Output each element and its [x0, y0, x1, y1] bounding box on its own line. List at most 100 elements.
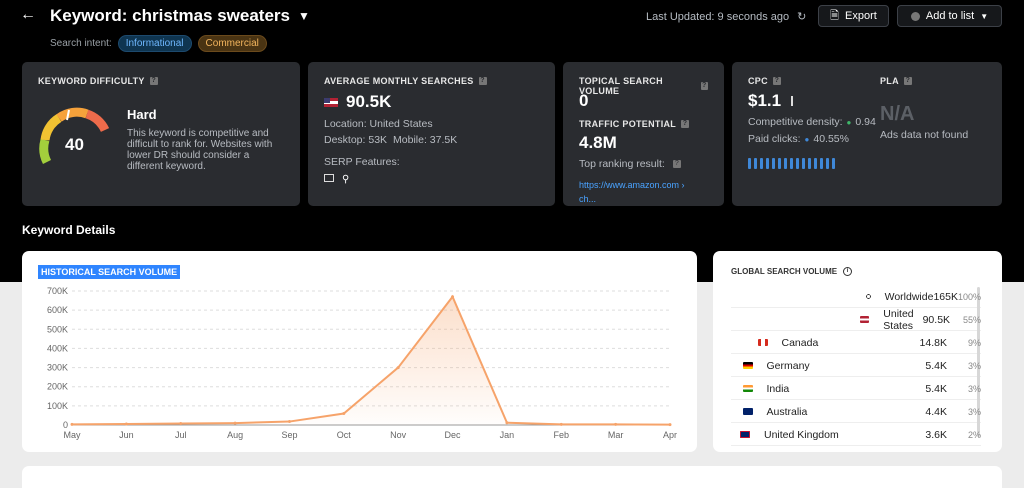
data-point[interactable] [287, 420, 291, 424]
info-icon[interactable]: i [843, 267, 853, 276]
global-row[interactable]: Australia 4.4K 3% [731, 401, 981, 423]
data-point[interactable] [342, 412, 346, 416]
tsv-value: 0 [579, 91, 589, 110]
last-updated-text: Last Updated: 9 seconds ago [646, 10, 790, 23]
kd-gauge [39, 107, 110, 165]
refresh-icon[interactable]: ↻ [797, 11, 807, 23]
blue-dot-icon: ● [804, 134, 810, 144]
country-name: United Kingdom [764, 428, 839, 441]
x-tick-label: Dec [445, 430, 462, 440]
uk-flag-icon [740, 431, 750, 438]
country-percent: 2% [967, 429, 981, 440]
historical-chart: 0 100K 200K 300K 400K 500K 600K 700K May Jun Jul Au… [47, 286, 677, 440]
export-button[interactable]: 🗎 Export [818, 5, 889, 27]
country-percent: 3% [967, 383, 981, 394]
help-icon[interactable]: ? [681, 120, 690, 128]
help-icon[interactable]: ? [478, 77, 487, 85]
data-point[interactable] [451, 295, 455, 299]
data-point[interactable] [124, 422, 128, 426]
data-point[interactable] [70, 422, 74, 426]
help-icon[interactable]: ? [149, 77, 158, 85]
global-row[interactable]: United Kingdom 3.6K 2% [731, 424, 981, 446]
global-search-volume-panel: GLOBAL SEARCH VOLUME i Worldwide 165K 10… [713, 251, 1002, 452]
topical-search-volume-card: TOPICAL SEARCH VOLUME ? 0 TRAFFIC POTENT… [563, 62, 724, 206]
data-point[interactable] [505, 421, 509, 425]
country-volume: 5.4K [925, 382, 947, 395]
country-volume: 3.6K [925, 428, 947, 441]
global-row[interactable]: India 5.4K 3% [731, 378, 981, 400]
country-percent: 100% [957, 291, 981, 302]
country-percent: 3% [967, 360, 981, 371]
x-tick-label: Sep [281, 430, 297, 440]
data-point[interactable] [396, 366, 400, 370]
global-title-text: GLOBAL SEARCH VOLUME [731, 267, 838, 276]
data-point[interactable] [179, 421, 183, 425]
plus-circle-icon [910, 11, 920, 21]
bottom-panel [22, 466, 1002, 488]
pla-title-text: PLA [880, 76, 899, 86]
cpc-value: $1.1 [748, 91, 782, 110]
ams-title-text: AVERAGE MONTHLY SEARCHES [324, 76, 474, 86]
historical-title: HISTORICAL SEARCH VOLUME [38, 265, 181, 279]
y-tick-label: 200K [47, 382, 68, 392]
data-point[interactable] [233, 421, 237, 425]
germany-flag-icon [742, 362, 753, 369]
search-icon[interactable]: ⚲ [342, 174, 350, 185]
image-icon[interactable] [324, 174, 334, 182]
help-icon[interactable]: ? [772, 77, 781, 85]
export-icon: 🗎 [830, 9, 840, 22]
paid-clicks-row: Paid clicks: ● 40.55% [748, 133, 849, 145]
india-flag-icon [742, 385, 753, 392]
data-point[interactable] [614, 422, 618, 426]
country-percent: 55% [962, 314, 981, 325]
ams-mobile: Mobile: 37.5K [393, 134, 458, 146]
traffic-title-text: TRAFFIC POTENTIAL [579, 119, 677, 129]
traffic-potential-title: TRAFFIC POTENTIAL ? [579, 119, 690, 129]
cpc-value-row: $1.1 [748, 91, 794, 111]
keyword-title[interactable]: Keyword: christmas sweaters ▼ [50, 6, 310, 26]
data-point[interactable] [559, 422, 563, 426]
top-ranking-link[interactable]: https://www.amazon.com › ch... [579, 180, 685, 204]
country-name: Worldwide [884, 290, 934, 303]
keyword-title-text: Keyword: christmas sweaters [50, 6, 290, 25]
country-name: India [766, 382, 790, 395]
globe-icon [865, 292, 871, 301]
global-title: GLOBAL SEARCH VOLUME i [731, 267, 853, 276]
add-to-list-label: Add to list [925, 10, 975, 22]
us-flag-icon [324, 97, 338, 107]
country-percent: 3% [967, 406, 981, 417]
help-icon[interactable]: ? [903, 77, 912, 85]
global-row[interactable]: United States 90.5K 55% [731, 308, 981, 332]
x-tick-label: Jun [119, 430, 134, 440]
x-tick-label: May [63, 430, 81, 440]
help-icon[interactable]: ? [700, 82, 708, 90]
global-row[interactable]: Worldwide 165K 100% [731, 286, 981, 308]
back-arrow-icon[interactable]: ← [20, 6, 36, 23]
country-volume: 4.4K [925, 405, 947, 418]
ams-device-split: Desktop: 53K Mobile: 37.5K [324, 134, 457, 146]
canada-flag-icon [757, 339, 768, 346]
caret-down-icon[interactable]: ▼ [298, 9, 310, 23]
cpc-title: CPC ? [748, 76, 986, 86]
global-row[interactable]: Canada 14.8K 9% [731, 332, 981, 354]
tsv-title-text: TOPICAL SEARCH VOLUME [579, 76, 663, 96]
x-tick-label: Nov [390, 430, 407, 440]
add-to-list-button[interactable]: Add to list ▼ [897, 5, 1002, 27]
cpc-card: CPC ? $1.1 Competitive density: ● 0.94 P… [732, 62, 1002, 206]
cpc-bar-icon [791, 96, 794, 106]
historical-search-volume-panel: HISTORICAL SEARCH VOLUME 0 100K 200K 300K 40… [22, 251, 697, 452]
kd-title-text: KEYWORD DIFFICULTY [38, 76, 145, 86]
intent-badge-informational: Informational [117, 35, 192, 52]
country-volume: 5.4K [925, 359, 947, 372]
country-volume: 14.8K [919, 336, 947, 349]
global-scrollbar[interactable] [977, 287, 980, 437]
data-point[interactable] [668, 423, 672, 427]
comp-density-label: Competitive density: [748, 116, 843, 128]
top-url-line1: https://www.amazon.com › [579, 180, 685, 190]
top-ranking-row: Top ranking result: ? [579, 158, 681, 170]
help-icon[interactable]: ? [672, 160, 681, 168]
ams-value: 90.5K [346, 92, 392, 111]
global-row[interactable]: Germany 5.4K 3% [731, 355, 981, 377]
y-tick-label: 400K [47, 343, 68, 353]
y-tick-label: 600K [47, 305, 68, 315]
